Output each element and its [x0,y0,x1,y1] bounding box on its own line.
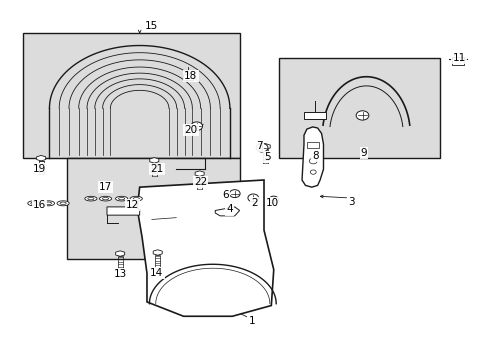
Circle shape [355,111,368,120]
Polygon shape [215,207,239,216]
Bar [278,58,439,158]
Text: 5: 5 [264,152,271,162]
Ellipse shape [130,196,142,201]
Text: 18: 18 [184,71,197,81]
Text: 12: 12 [125,200,139,210]
Bar [451,57,463,65]
Bar [22,33,239,158]
Bar [306,142,318,148]
Circle shape [229,190,240,198]
Polygon shape [149,158,159,163]
Ellipse shape [99,196,111,201]
Polygon shape [260,144,270,149]
Ellipse shape [118,198,124,200]
Circle shape [268,196,278,203]
Polygon shape [302,127,323,187]
Polygon shape [107,207,140,215]
Text: 3: 3 [348,197,354,207]
Text: 4: 4 [226,204,233,215]
Text: 22: 22 [194,177,207,187]
Text: 7: 7 [255,141,262,151]
Text: 20: 20 [184,125,197,135]
Circle shape [310,170,316,174]
Polygon shape [137,180,273,316]
Ellipse shape [57,201,69,206]
Text: 13: 13 [113,269,126,279]
Text: 16: 16 [33,200,46,210]
Text: 14: 14 [150,268,163,278]
Polygon shape [115,251,124,256]
Circle shape [256,143,267,152]
Ellipse shape [88,198,94,200]
Ellipse shape [115,196,127,201]
Ellipse shape [45,202,51,204]
Circle shape [309,158,317,164]
Text: 9: 9 [360,148,366,158]
Ellipse shape [42,201,55,206]
Text: 2: 2 [250,198,257,208]
Text: 1: 1 [248,316,255,325]
Ellipse shape [60,202,66,204]
Polygon shape [195,171,204,176]
Ellipse shape [102,198,108,200]
Bar [182,74,193,80]
Ellipse shape [28,201,40,206]
Ellipse shape [84,196,97,201]
Circle shape [190,122,202,131]
Text: 10: 10 [265,198,279,208]
Circle shape [247,194,258,202]
Polygon shape [153,250,162,255]
Text: 21: 21 [150,164,163,174]
Bar [66,158,239,259]
Text: 17: 17 [99,182,112,192]
Polygon shape [37,156,45,161]
Text: 19: 19 [33,164,46,174]
Ellipse shape [133,198,139,200]
Bar [304,112,325,119]
Text: 6: 6 [222,190,229,200]
Text: 8: 8 [311,150,318,161]
Text: 15: 15 [145,21,158,31]
Ellipse shape [31,202,37,204]
Text: 11: 11 [451,53,465,63]
